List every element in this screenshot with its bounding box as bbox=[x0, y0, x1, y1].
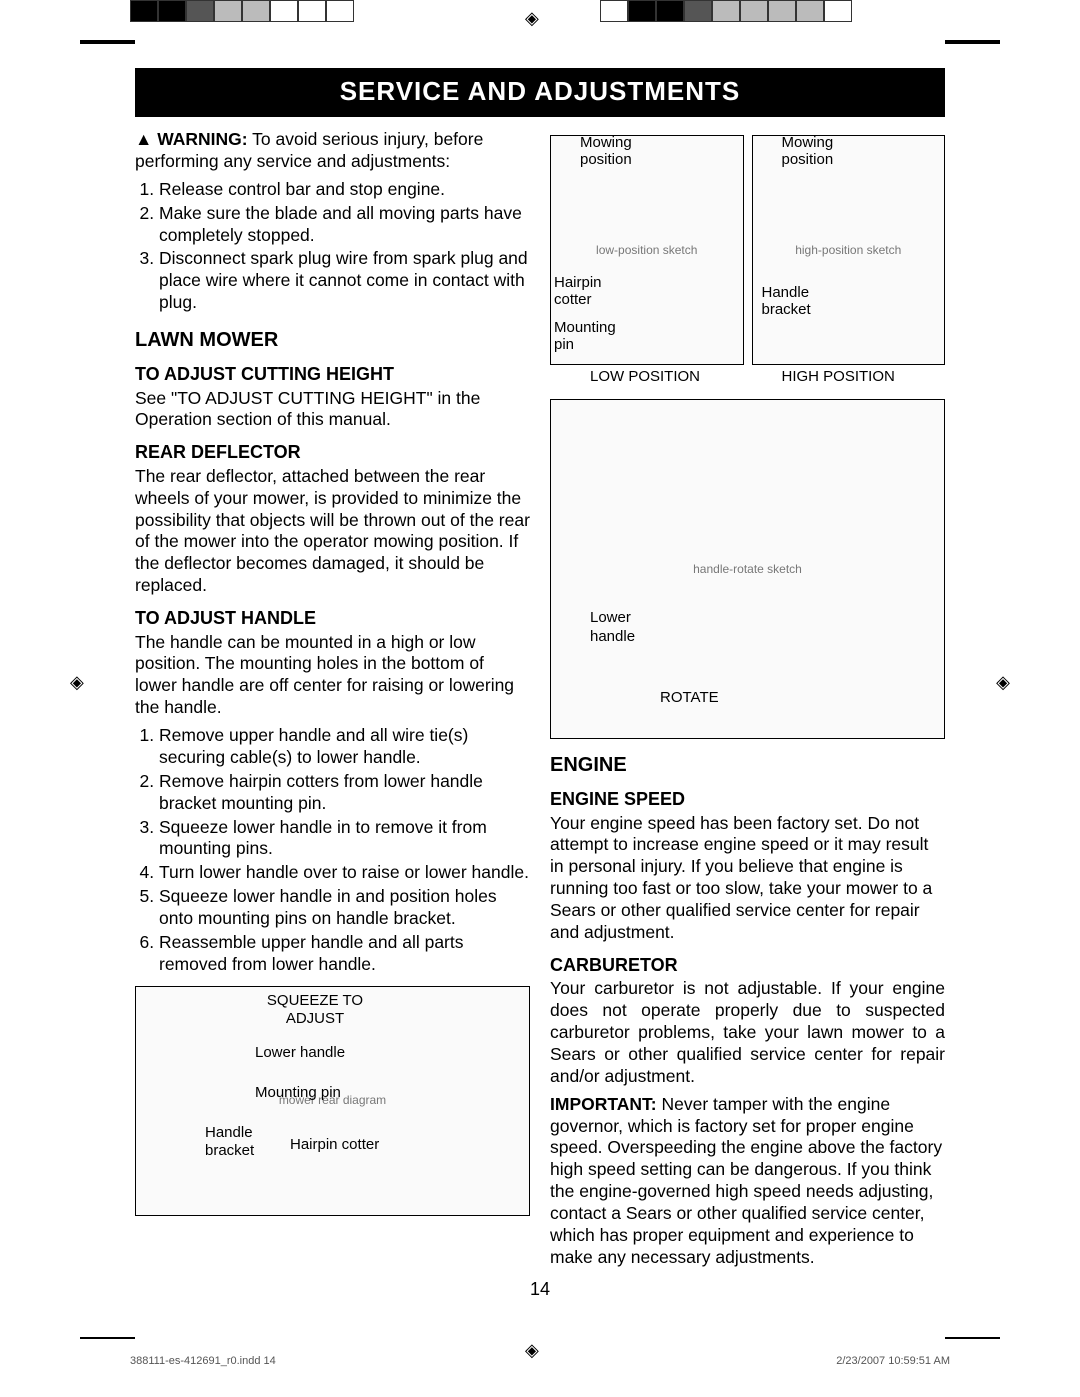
diagram-positions: low-position sketch Mowing position Hair… bbox=[550, 135, 945, 739]
high-position-label: HIGH POSITION bbox=[782, 369, 895, 386]
engine-speed-text: Your engine speed has been factory set. … bbox=[550, 813, 945, 944]
footer-filename: 388111-es-412691_r0.indd 14 bbox=[130, 1355, 276, 1367]
page-content: SERVICE AND ADJUSTMENTS ▲ WARNING: To av… bbox=[135, 68, 945, 1307]
adjust-handle-list: Remove upper handle and all wire tie(s) … bbox=[135, 725, 530, 976]
mounting-pin-label-top: Mounting pin bbox=[554, 320, 634, 353]
handle-step: Turn lower handle over to raise or lower… bbox=[159, 862, 530, 884]
lower-handle-rotate-label: Lower handle bbox=[590, 609, 650, 647]
diagram-squeeze: mower rear diagram SQUEEZE TO ADJUST Low… bbox=[135, 986, 530, 1216]
handle-step: Reassemble upper handle and all parts re… bbox=[159, 932, 530, 976]
handle-bracket-label-top: Handle bracket bbox=[762, 285, 832, 318]
lower-handle-label: Lower handle bbox=[255, 1044, 345, 1063]
warning-block: ▲ WARNING: To avoid serious injury, befo… bbox=[135, 129, 530, 173]
handle-bracket-label: Handle bracket bbox=[205, 1124, 275, 1162]
warning-item: Make sure the blade and all moving parts… bbox=[159, 203, 530, 247]
warning-list: Release control bar and stop engine. Mak… bbox=[135, 179, 530, 314]
warning-lead: WARNING: bbox=[157, 129, 247, 149]
mowing-pos-left: Mowing position bbox=[580, 135, 650, 168]
warning-icon: ▲ bbox=[135, 129, 152, 149]
low-position-label: LOW POSITION bbox=[590, 369, 700, 386]
rotate-label: ROTATE bbox=[660, 689, 719, 708]
page-number: 14 bbox=[135, 1279, 945, 1300]
crop-mark-top-right bbox=[945, 40, 1000, 44]
adjust-handle-heading: TO ADJUST HANDLE bbox=[135, 607, 530, 630]
crop-mark-bottom-right bbox=[945, 1337, 1000, 1339]
important-lead: IMPORTANT: bbox=[550, 1094, 657, 1114]
carburetor-text-2: Never tamper with the engine governor, w… bbox=[550, 1094, 942, 1267]
handle-step: Squeeze lower handle in and position hol… bbox=[159, 886, 530, 930]
rear-deflector-heading: REAR DEFLECTOR bbox=[135, 441, 530, 464]
registration-mark-bottom: ◈ bbox=[525, 1340, 539, 1361]
carburetor-text-1: Your carburetor is not adjustable. If yo… bbox=[550, 978, 945, 1087]
rear-deflector-text: The rear deflector, attached between the… bbox=[135, 466, 530, 597]
left-column: ▲ WARNING: To avoid serious injury, befo… bbox=[135, 129, 530, 1275]
right-column: low-position sketch Mowing position Hair… bbox=[550, 129, 945, 1275]
handle-step: Squeeze lower handle in to remove it fro… bbox=[159, 817, 530, 861]
squeeze-label: SQUEEZE TO ADJUST bbox=[255, 992, 375, 1030]
registration-mark-top: ◈ bbox=[525, 8, 539, 29]
adjust-handle-text: The handle can be mounted in a high or l… bbox=[135, 632, 530, 720]
registration-mark-right: ◈ bbox=[996, 672, 1010, 693]
warning-item: Release control bar and stop engine. bbox=[159, 179, 530, 201]
cutting-height-heading: TO ADJUST CUTTING HEIGHT bbox=[135, 363, 530, 386]
lawn-mower-heading: LAWN MOWER bbox=[135, 328, 530, 353]
handle-step: Remove hairpin cotters from lower handle… bbox=[159, 771, 530, 815]
warning-item: Disconnect spark plug wire from spark pl… bbox=[159, 248, 530, 314]
cutting-height-text: See "TO ADJUST CUTTING HEIGHT" in the Op… bbox=[135, 388, 530, 432]
hairpin-cotter-label: Hairpin cotter bbox=[554, 275, 624, 308]
footer-timestamp: 2/23/2007 10:59:51 AM bbox=[836, 1355, 950, 1367]
handle-step: Remove upper handle and all wire tie(s) … bbox=[159, 725, 530, 769]
top-color-strip-left bbox=[130, 0, 354, 22]
hairpin-label: Hairpin cotter bbox=[290, 1136, 379, 1155]
carburetor-heading: CARBURETOR bbox=[550, 954, 945, 977]
title-bar: SERVICE AND ADJUSTMENTS bbox=[135, 68, 945, 117]
top-color-strip-right bbox=[600, 0, 852, 22]
engine-heading: ENGINE bbox=[550, 753, 945, 778]
mowing-pos-right: Mowing position bbox=[782, 135, 852, 168]
registration-mark-left: ◈ bbox=[70, 672, 84, 693]
mounting-pin-label: Mounting pin bbox=[255, 1084, 341, 1103]
crop-mark-top-left bbox=[80, 40, 135, 44]
carburetor-important: IMPORTANT: Never tamper with the engine … bbox=[550, 1094, 945, 1269]
crop-mark-bottom-left bbox=[80, 1337, 135, 1339]
engine-speed-heading: ENGINE SPEED bbox=[550, 788, 945, 811]
